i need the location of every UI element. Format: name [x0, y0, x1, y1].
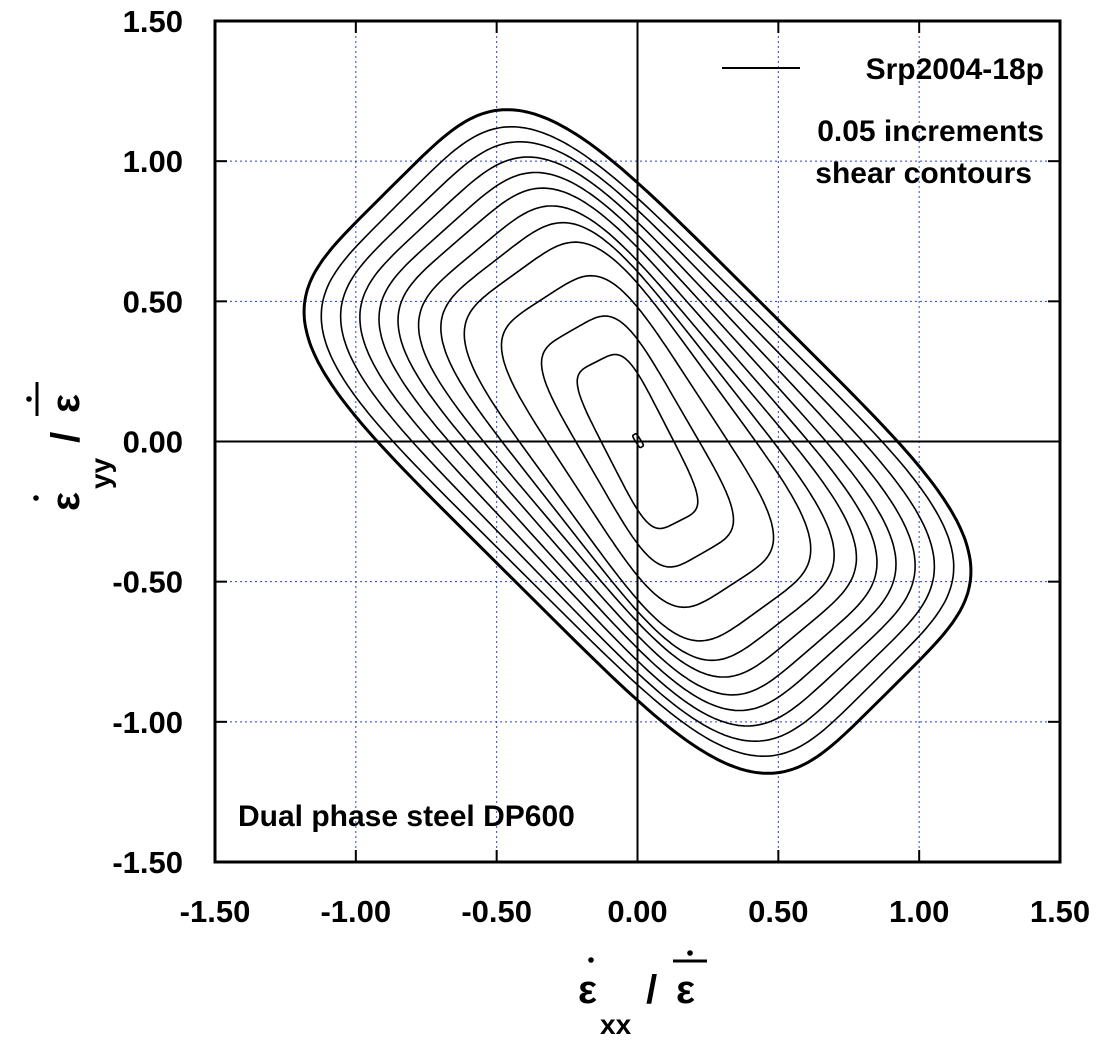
- y-axis-separator: /: [44, 421, 88, 454]
- x-tick-label: 0.00: [607, 894, 667, 929]
- x-tick-label: -1.50: [180, 894, 251, 929]
- annotation-shear-contours: shear contours: [815, 157, 1032, 190]
- y-tick-labels: -1.50 -1.00 -0.50 0.00 0.50 1.00 1.50: [112, 4, 183, 880]
- contour-line: [500, 274, 775, 609]
- y-axis-title: ε yy / ε: [26, 382, 116, 511]
- y-tick-label: -1.50: [112, 845, 183, 880]
- contour-line: [359, 156, 916, 727]
- contour-line: [302, 108, 973, 775]
- tick-marks: [214, 20, 1061, 863]
- legend: Srp2004-18p: [722, 53, 1044, 86]
- y-tick-label: -0.50: [112, 565, 183, 600]
- y-axis-symbol: ε: [44, 492, 88, 511]
- x-tick-label: -0.50: [461, 894, 532, 929]
- x-tick-label: 1.50: [1030, 894, 1090, 929]
- y-tick-label: 1.50: [123, 4, 183, 39]
- x-tick-labels: -1.50 -1.00 -0.50 0.00 0.50 1.00 1.50: [180, 894, 1091, 929]
- x-tick-label: -1.00: [320, 894, 391, 929]
- x-axis-separator: /: [635, 968, 668, 1012]
- x-tick-label: 1.00: [889, 894, 949, 929]
- x-axis-denominator-dot: [687, 950, 693, 956]
- y-axis-symbol-dot: [33, 495, 39, 501]
- y-tick-label: 1.00: [123, 144, 183, 179]
- contour-line: [339, 141, 936, 743]
- contour-line: [540, 315, 735, 568]
- contour-line: [320, 126, 955, 758]
- legend-entry-label: Srp2004-18p: [866, 53, 1044, 86]
- contour-line: [397, 187, 878, 696]
- contour-line: [463, 241, 812, 642]
- x-tick-label: 0.50: [748, 894, 808, 929]
- x-axis-symbol-dot: [588, 957, 594, 963]
- y-axis-subscript: yy: [85, 457, 116, 489]
- y-tick-label: 0.00: [123, 425, 183, 460]
- y-tick-label: 0.50: [123, 284, 183, 319]
- annotation-increments: 0.05 increments: [817, 115, 1044, 148]
- x-axis-denominator: ε: [676, 968, 695, 1012]
- contour-line: [378, 171, 897, 712]
- contour-line: [417, 205, 858, 678]
- x-axis-title: ε xx / ε: [578, 950, 707, 1040]
- annotation-material: Dual phase steel DP600: [238, 800, 575, 833]
- contour-lines: [302, 108, 973, 775]
- y-tick-label: -1.00: [112, 705, 183, 740]
- contour-line: [631, 432, 645, 449]
- zero-axes: [215, 21, 1060, 862]
- y-axis-denominator: ε: [44, 394, 88, 413]
- y-axis-denominator-dot: [26, 396, 32, 402]
- x-axis-symbol: ε: [578, 968, 597, 1012]
- x-axis-subscript: xx: [600, 1009, 632, 1040]
- contour-line: [440, 221, 835, 662]
- contour-line: [576, 353, 699, 530]
